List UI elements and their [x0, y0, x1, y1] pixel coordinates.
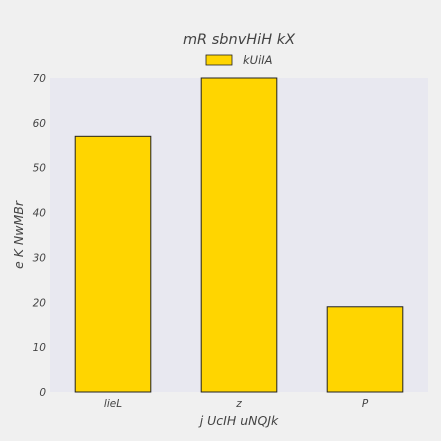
y-tick-label: 40 — [33, 208, 47, 220]
x-tick-label: lieL — [104, 398, 122, 410]
y-tick-label: 0 — [39, 387, 46, 399]
bar-lieL — [74, 135, 152, 393]
y-tick-label: 60 — [33, 118, 47, 130]
y-tick-label: 20 — [33, 297, 47, 309]
x-axis-label: j UcIH uNQJk — [198, 413, 279, 428]
legend-swatch — [205, 54, 233, 66]
y-tick-label: 50 — [33, 163, 47, 175]
x-tick-label: z — [235, 398, 242, 410]
legend: kUiIA — [205, 53, 273, 67]
y-axis-ticks: 0 10 20 30 40 50 60 70 — [33, 73, 47, 399]
y-axis-label: e K NwMBr — [11, 200, 26, 269]
y-tick-label: 70 — [33, 73, 47, 85]
y-tick-label: 10 — [33, 342, 47, 354]
bar-z — [200, 77, 278, 393]
legend-label: kUiIA — [243, 53, 273, 67]
bar-P — [326, 306, 404, 393]
x-axis-ticks: lieL z P — [104, 398, 369, 410]
x-tick-label: P — [362, 398, 369, 410]
y-tick-label: 30 — [33, 252, 47, 264]
chart-title: mR sbnvHiH kX — [183, 32, 296, 48]
bars — [74, 77, 404, 393]
